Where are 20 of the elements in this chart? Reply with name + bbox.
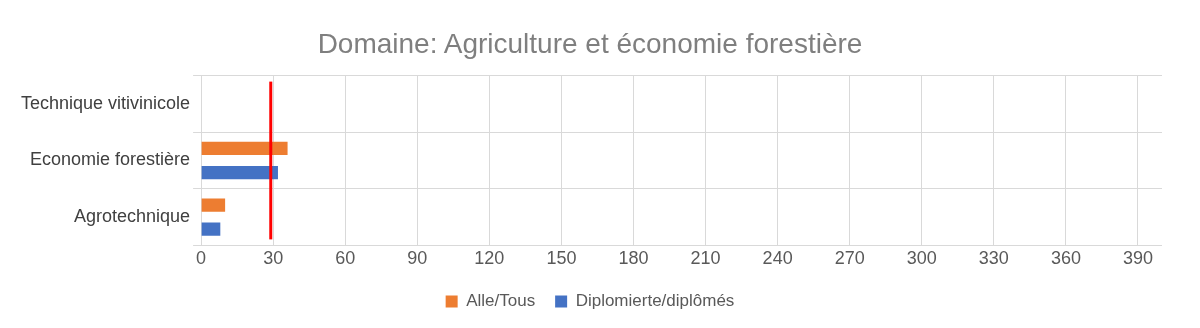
x-tick-label: 330	[978, 248, 1009, 269]
x-tick-label: 60	[335, 248, 356, 269]
y-tick-label: Agrotechnique	[74, 206, 191, 227]
x-tick-label: 210	[690, 248, 721, 269]
x-tick-label: 270	[834, 248, 865, 269]
x-tick-label: 120	[474, 248, 505, 269]
x-tick-label: 300	[906, 248, 937, 269]
y-tick-label: Technique vitivinicole	[21, 92, 191, 113]
x-tick-label: 150	[546, 248, 577, 269]
x-tick-label: 0	[196, 248, 207, 269]
x-tick-label: 360	[1050, 248, 1081, 269]
x-tick-label: 240	[762, 248, 793, 269]
legend-label: Alle/Tous	[466, 291, 536, 311]
x-tick-label: 30	[263, 248, 284, 269]
legend-label: Diplomierte/diplômés	[575, 291, 735, 311]
x-tick-label: 390	[1122, 248, 1153, 269]
x-tick-label: 90	[407, 248, 428, 269]
chart-title: Domaine: Agriculture et économie forestière	[317, 27, 863, 59]
y-tick-label: Economie forestière	[30, 149, 191, 170]
x-tick-label: 180	[618, 248, 649, 269]
